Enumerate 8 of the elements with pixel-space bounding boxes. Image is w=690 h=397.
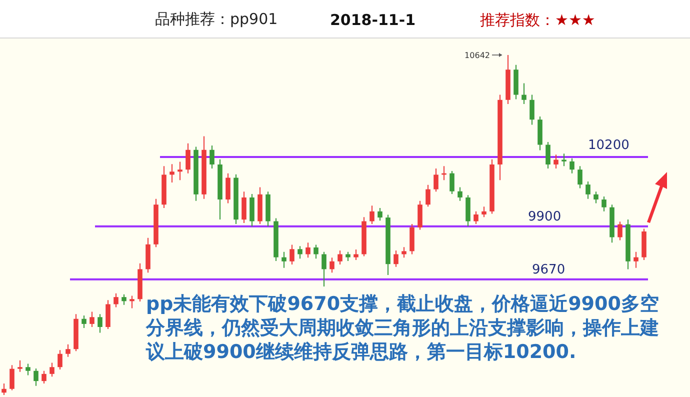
annotation: 9670 [532,262,566,278]
annotation: 9900 [528,209,562,224]
annotation: pp未能有效下破9670支撑，截止收盘，价格逼近9900多空分界线，仍然受大周期收敛三角形的上沿支撑影响，操作上建议上破9900继续维持反弹思路，第一目标10200. [146,292,660,364]
chart-title: 品种推荐：pp901 [155,10,278,28]
text: 推荐指数：★★★ [480,11,596,29]
annotation: 10200 [588,138,630,153]
annotation: 10642 [464,51,490,60]
chart-subtitle: 2018-11-1 [330,11,416,29]
